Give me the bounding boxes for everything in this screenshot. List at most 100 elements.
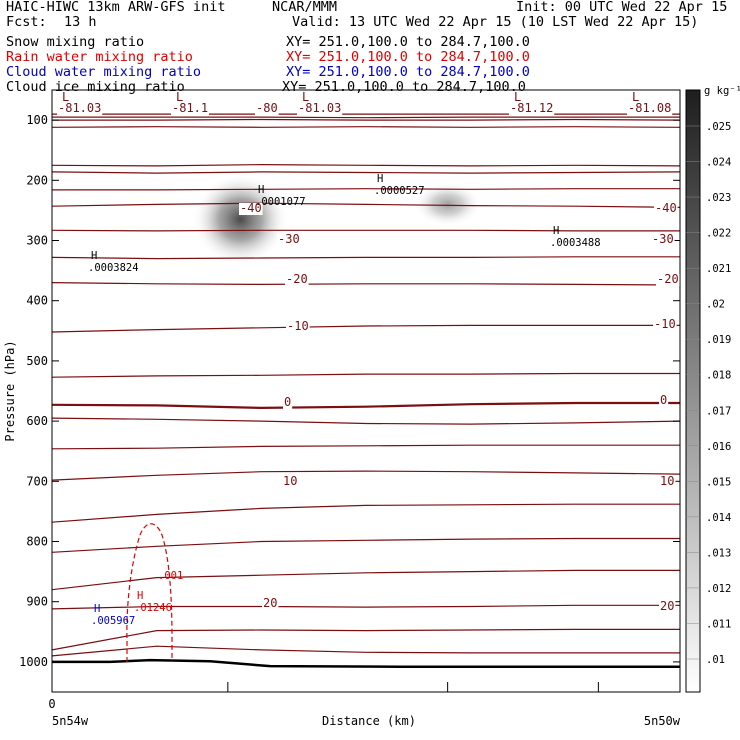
min-label-bg (627, 103, 673, 115)
temperature-contour-label: -30 (652, 232, 674, 246)
min-marker-L: L (176, 90, 183, 104)
min-label-bg (297, 103, 343, 115)
institution-label: NCAR/MMM (272, 0, 338, 15)
field-name-snow: Snow mixing ratio (6, 34, 145, 50)
colorbar-tick-label: .019 (706, 334, 731, 346)
min-label-bg (255, 103, 279, 115)
y-tick-label: 100 (26, 113, 48, 127)
terrain-surface-line (52, 658, 680, 668)
colorbar-tick-label: .012 (706, 583, 731, 595)
colorbar-tick-label: .011 (706, 618, 731, 630)
max-value-label: .005967 (91, 615, 135, 627)
colorbar-tick-label: .02 (706, 299, 725, 311)
temperature-contour-label: -20 (657, 272, 679, 286)
y-tick-label: 600 (26, 414, 48, 428)
x-tick-label: 0 (48, 697, 55, 711)
temperature-contour (51, 537, 680, 553)
min-marker-L: L (62, 90, 69, 104)
forecast-label: Fcst: (6, 14, 47, 30)
temperature-contour-label: -30 (278, 232, 300, 246)
temperature-contour-label: 0 (284, 395, 291, 409)
y-tick-label: 800 (26, 535, 48, 549)
temperature-label-bg (277, 234, 301, 246)
colorbar-tick-label: .016 (706, 441, 731, 453)
max-value-label: .0000527 (374, 185, 425, 197)
min-marker-L: L (632, 90, 639, 104)
colorbar-tick-label: .023 (706, 192, 731, 204)
snow-maximum-shading (192, 173, 289, 266)
temperature-label-bg (659, 395, 669, 407)
min-contour-label: -80 (256, 101, 278, 115)
colorbar-tick-label: .014 (706, 512, 731, 524)
min-contour-label: -81.03 (58, 101, 101, 115)
colorbar-tick-label: .015 (706, 476, 731, 488)
min-label-bg (171, 103, 209, 115)
min-label-bg (509, 103, 555, 115)
temperature-contour (51, 282, 681, 286)
temperature-contour (51, 417, 681, 425)
colorbar-unit-label: g kg⁻¹ (704, 85, 740, 97)
field-xy-cloud-water: XY= 251.0,100.0 to 284.7,100.0 (286, 64, 530, 80)
temperature-contour-label: 10 (660, 474, 674, 488)
temperature-label-bg (653, 319, 677, 331)
temperature-contour (51, 256, 680, 260)
temperature-label-bg (282, 476, 299, 488)
temperature-contour (51, 372, 680, 378)
colorbar (685, 89, 701, 693)
temperature-contour (51, 444, 680, 450)
snow-maximum-shading (413, 182, 482, 227)
valid-time: Valid: 13 UTC Wed 22 Apr 15 (10 LST Wed … (292, 14, 699, 30)
temperature-contour (51, 604, 680, 610)
forecast-hour: 13 h (64, 14, 97, 30)
temperature-contour (51, 503, 680, 523)
colorbar-tick-label: .017 (706, 405, 731, 417)
temperature-label-bg (651, 234, 675, 246)
min-contour-label: -81.12 (510, 101, 553, 115)
x-right-label: 5n50w (644, 714, 681, 728)
colorbar-tick-label: .025 (706, 121, 731, 133)
temperature-contour (52, 118, 681, 121)
temperature-contour (51, 163, 681, 167)
field-xy-rain: XY= 251.0,100.0 to 284.7,100.0 (286, 49, 530, 65)
colorbar-tick-label: .022 (706, 228, 731, 240)
y-tick-label: 200 (26, 173, 48, 187)
colorbar-tick-label: .01 (706, 654, 725, 666)
x-left-label: 5n54w (52, 714, 89, 728)
temperature-contour (51, 628, 680, 651)
colorbar-tick-label: .013 (706, 547, 731, 559)
temperature-contour (52, 116, 680, 119)
max-marker-H: H (137, 590, 143, 602)
temperature-contour (51, 324, 680, 333)
field-xy-cloud-ice: XY= 251.0,100.0 to 284.7,100.0 (282, 79, 526, 95)
temperature-contour-label: 20 (263, 596, 277, 610)
max-value-label: .0003824 (88, 262, 139, 274)
plot-frame (51, 89, 681, 693)
min-label-bg (57, 103, 103, 115)
temperature-label-bg (659, 601, 676, 613)
colorbar-tick-label: .021 (706, 263, 731, 275)
y-tick-label: 900 (26, 595, 48, 609)
temperature-contour (51, 126, 681, 128)
temperature-label-bg (654, 203, 678, 215)
max-marker-H: H (91, 250, 97, 262)
temperature-label-bg (286, 321, 310, 333)
temperature-contour (51, 470, 681, 481)
max-value-label: .0001077 (255, 196, 306, 208)
max-value-label: .0003488 (550, 237, 601, 249)
max-marker-H: H (94, 603, 100, 615)
temperature-contour-label: -40 (240, 201, 262, 215)
temperature-contour-label: 10 (283, 474, 297, 488)
temperature-label-bg (659, 476, 676, 488)
rain-contour-label: .001 (158, 570, 183, 582)
temperature-contour (51, 202, 681, 208)
temperature-label-bg (262, 598, 279, 610)
max-marker-H: H (377, 173, 383, 185)
y-tick-label: 400 (26, 294, 48, 308)
temperature-contour-label: 0 (660, 393, 667, 407)
max-value-label: .01246 (134, 602, 172, 614)
min-contour-label: -81.1 (172, 101, 208, 115)
temperature-contour-label: -10 (287, 319, 309, 333)
temperature-contour (51, 171, 681, 174)
temperature-label-bg (283, 397, 293, 409)
